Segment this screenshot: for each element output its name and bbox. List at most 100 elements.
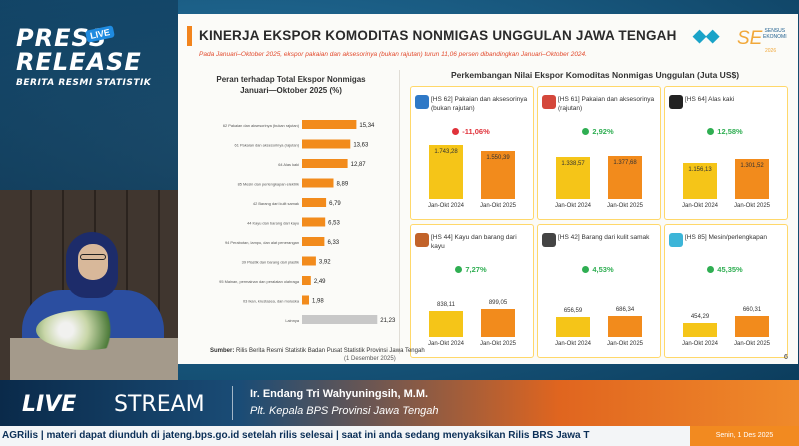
sensus-text: SENSUS EKONOMI: [763, 28, 787, 40]
page-number: 6: [784, 354, 788, 361]
export-bar: [608, 156, 642, 199]
shirt-icon: [415, 95, 429, 109]
live-label: LIVE: [22, 392, 77, 417]
period-label: Jan-Okt 2025: [733, 341, 771, 347]
export-value-label: 454,29: [690, 313, 710, 320]
speaker-role: Plt. Kepala BPS Provinsi Jawa Tengah: [250, 405, 439, 417]
source-note: Sumber: Rilis Berita Resmi Statistik Bad…: [210, 348, 425, 354]
growth-value: -11,06%: [462, 127, 490, 136]
commodity-panels: [HS 62] Pakaian dan aksesorinya (bukan r…: [410, 86, 788, 358]
share-value-label: 21,23: [380, 318, 396, 324]
commodity-panel: [HS 62] Pakaian dan aksesorinya (bukan r…: [410, 86, 534, 220]
export-value-label: 656,59: [563, 307, 583, 314]
glasses: [80, 254, 106, 260]
export-value-label: 1.156,13: [688, 167, 712, 174]
commodity-label: [HS 44] Kayu dan barang dari kayu: [431, 234, 517, 250]
share-bar: [302, 315, 378, 324]
sensus-ekonomi-logo: ◆◆ SE SENSUS EKONOMI 2026: [693, 26, 787, 54]
growth-label: 7,27%: [411, 265, 531, 274]
lower-third-bar: [0, 380, 799, 426]
commodity-label: [HS 85] Mesin/perlengkapan: [685, 234, 768, 241]
title-accent: [187, 26, 192, 46]
commodity-panel: [HS 85] Mesin/perlengkapan 45,35% 454,29 Ja…: [664, 224, 788, 358]
period-label: Jan-Okt 2024: [681, 341, 719, 347]
press-release-logo: PRESS RELEASE BERITA RESMI STATISTIK: [16, 26, 151, 88]
share-value-label: 13,63: [353, 143, 369, 149]
clothes-icon: [542, 95, 556, 109]
share-category-label: 64 Alas kaki: [278, 162, 299, 167]
share-value-label: 1,98: [312, 299, 324, 305]
share-bar: [302, 198, 327, 207]
commodity-panel: [HS 61] Pakaian dan aksesorinya (rajutan…: [537, 86, 661, 220]
export-bar: [735, 316, 769, 337]
slide-subtitle: Pada Januari–Oktober 2025, ekspor pakaia…: [199, 51, 587, 58]
export-bar: [683, 322, 717, 337]
period-label: Jan-Okt 2025: [733, 203, 771, 209]
share-category-label: 95 Mainan, permainan dan peralatan olahr…: [219, 279, 300, 284]
export-value-label: 686,34: [615, 306, 635, 313]
share-bar: [302, 256, 316, 266]
export-bar: [429, 144, 463, 199]
export-value-label: 1.743,28: [434, 148, 458, 155]
export-value-label: 899,05: [488, 300, 508, 307]
stream-label: STREAM: [114, 392, 205, 417]
period-label: Jan-Okt 2024: [427, 341, 465, 347]
press-text: PRESS: [16, 24, 108, 52]
bag-icon: [542, 233, 556, 247]
share-value-label: 12,87: [351, 162, 367, 168]
bps-logo-icon: ◆◆: [693, 26, 720, 45]
growth-label: 12,58%: [665, 127, 785, 136]
share-category-label: 44 Kayu dan barang dari kayu: [247, 221, 299, 226]
share-chart-title-line2: Januari—Oktober 2025 (%): [240, 86, 342, 95]
share-value-label: 3,92: [319, 260, 331, 266]
release-text: RELEASE: [16, 48, 142, 76]
export-value-label: 660,31: [742, 307, 762, 314]
export-bar: [556, 316, 590, 337]
export-value-label: 1.550,39: [486, 154, 510, 161]
period-label: Jan-Okt 2024: [554, 203, 592, 209]
sensus-year: 2026: [765, 48, 777, 54]
slide-title: KINERJA EKSPOR KOMODITAS NONMIGAS UNGGUL…: [199, 28, 677, 43]
growth-label: -11,06%: [411, 127, 531, 136]
arrow-up-icon: [707, 266, 715, 273]
tagline: BERITA RESMI STATISTIK: [16, 78, 152, 88]
commodity-panel: [HS 64] Alas kaki 12,58% 1.156,13 Jan-Okt 2…: [664, 86, 788, 220]
source-text: Rilis Berita Resmi Statistik Badan Pusat…: [236, 348, 425, 354]
share-chart-box: [186, 70, 400, 354]
share-value-label: 6,33: [327, 240, 339, 246]
share-bar-chart: 62 Pakaian dan aksesorinya (bukan rajuta…: [219, 120, 396, 324]
export-bar: [608, 315, 642, 337]
share-bar: [302, 276, 311, 285]
arrow-up-icon: [455, 266, 463, 273]
commodity-panel: [HS 44] Kayu dan barang dari kayu 7,27% 83…: [410, 224, 534, 358]
share-category-label: 61 Pakaian dan aksesorinya (rajutan): [235, 143, 300, 148]
period-label: Jan-Okt 2025: [479, 341, 517, 347]
source-label: Sumber:: [210, 348, 235, 354]
growth-label: 4,53%: [538, 265, 658, 274]
commodity-label: [HS 42] Barang dari kulit samak: [558, 234, 650, 241]
growth-chart-title: Perkembangan Nilai Ekspor Komoditas Nonm…: [450, 70, 740, 80]
commodity-label: [HS 62] Pakaian dan aksesorinya (bukan r…: [431, 96, 528, 112]
se-logo-icon: SE: [737, 28, 763, 49]
growth-value: 12,58%: [717, 127, 743, 136]
share-category-label: Lainnya: [285, 318, 299, 323]
growth-value: 7,27%: [465, 265, 487, 274]
light-bulb-icon: [669, 233, 683, 247]
share-bar: [302, 217, 326, 227]
speaker-name: Ir. Endang Tri Wahyuningsih, M.M.: [250, 388, 429, 400]
lower-third-divider: [232, 386, 233, 420]
share-value-label: 6,53: [328, 221, 340, 227]
share-bar: [302, 120, 357, 129]
share-chart-title-line1: Peran terhadap Total Ekspor Nonmigas: [216, 75, 366, 84]
commodity-label: [HS 64] Alas kaki: [685, 96, 735, 103]
growth-value: 45,35%: [717, 265, 743, 274]
export-value-label: 1.301,52: [740, 162, 764, 169]
commodity-panel: [HS 42] Barang dari kulit samak 4,53% 656,…: [537, 224, 661, 358]
wood-icon: [415, 233, 429, 247]
export-bar: [735, 158, 769, 199]
growth-label: 2,92%: [538, 127, 658, 136]
share-value-label: 6,79: [329, 201, 341, 207]
share-bar: [302, 159, 348, 168]
share-category-label: 85 Mesin dan perlengkapan elektrik: [238, 182, 299, 187]
share-category-label: 42 Barang dari kulit samak: [253, 201, 299, 206]
